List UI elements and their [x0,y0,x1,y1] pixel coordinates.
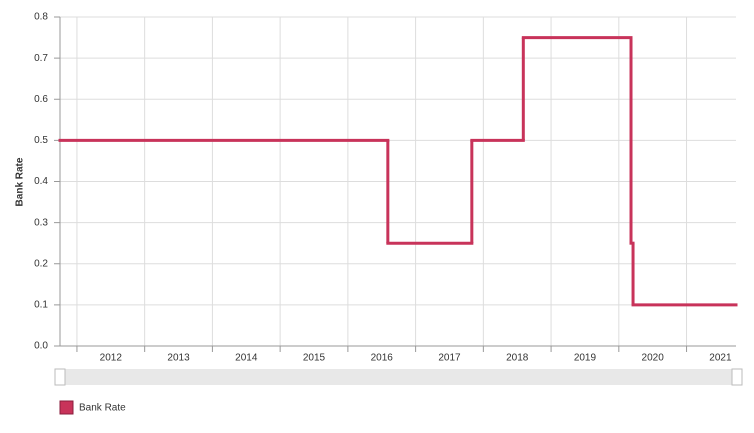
y-tick-label: 0.2 [34,258,48,269]
x-tick-label: 2013 [167,353,190,364]
scrollbar-track[interactable] [55,369,742,385]
x-tick-label: 2014 [235,353,258,364]
x-tick-label: 2019 [574,353,597,364]
y-tick-label: 0.1 [34,300,48,311]
y-axis-label: Bank Rate [15,157,26,206]
legend-label[interactable]: Bank Rate [79,403,126,414]
legend-swatch[interactable] [59,400,74,415]
x-tick-label: 2016 [371,353,394,364]
y-tick-label: 0.3 [34,217,48,228]
y-tick-label: 0.7 [34,53,48,64]
x-tick-label: 2015 [303,353,326,364]
y-tick-label: 0.6 [34,94,48,105]
scrollbar-handle-left[interactable] [54,368,66,386]
x-tick-label: 2018 [506,353,529,364]
scrollbar-handle-right[interactable] [731,368,743,386]
y-tick-label: 0.0 [34,341,48,352]
x-tick-label: 2021 [709,353,732,364]
x-tick-label: 2020 [642,353,665,364]
x-tick-label: 2017 [438,353,461,364]
y-tick-label: 0.4 [34,176,48,187]
y-tick-label: 0.8 [34,12,48,23]
x-tick-label: 2012 [100,353,123,364]
y-tick-label: 0.5 [34,135,48,146]
